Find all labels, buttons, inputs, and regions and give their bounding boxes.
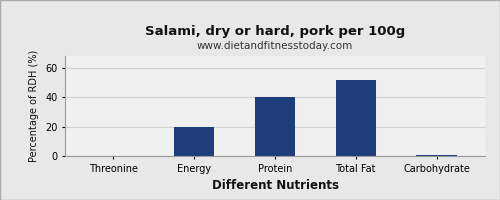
Bar [174, 127, 214, 156]
X-axis label: Different Nutrients: Different Nutrients [212, 179, 338, 192]
Text: Salami, dry or hard, pork per 100g: Salami, dry or hard, pork per 100g [145, 25, 405, 38]
Y-axis label: Percentage of RDH (%): Percentage of RDH (%) [30, 50, 40, 162]
Text: www.dietandfitnesstoday.com: www.dietandfitnesstoday.com [197, 41, 353, 51]
Bar [255, 97, 295, 156]
Bar [416, 155, 457, 156]
Bar [336, 80, 376, 156]
